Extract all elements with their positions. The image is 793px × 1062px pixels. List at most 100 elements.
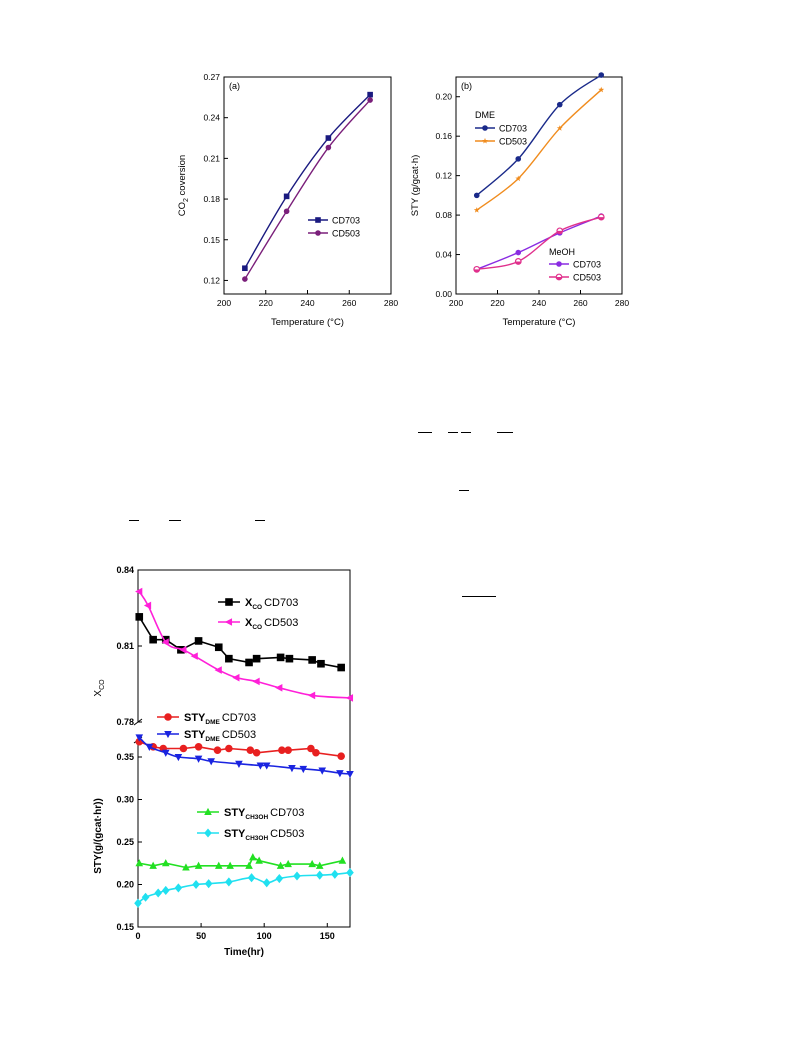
data-point <box>315 861 324 869</box>
data-point <box>235 760 243 768</box>
data-point <box>161 859 170 867</box>
legend-label-sub: DME <box>205 719 220 726</box>
data-point <box>275 684 283 692</box>
x-tick-label: 220 <box>490 298 504 308</box>
x-tick-label: 150 <box>320 931 335 941</box>
panel-label: (a) <box>229 81 240 91</box>
data-point <box>307 691 316 700</box>
data-point <box>299 765 308 774</box>
y-axis-label: CO2 coversion <box>177 155 190 216</box>
y-tick-label: 0.30 <box>116 795 134 805</box>
legend-label-main: STY <box>184 729 206 741</box>
data-point <box>346 770 354 779</box>
data-point-meoh-cd503-fill <box>515 261 522 265</box>
data-point <box>252 677 260 686</box>
data-point <box>207 758 215 766</box>
data-point-cd703 <box>283 193 290 200</box>
data-point <box>255 856 263 864</box>
legend-label-main: STY <box>224 807 246 819</box>
data-point <box>245 861 253 869</box>
legend-marker-fill <box>556 277 562 280</box>
data-point-dme-cd503 <box>598 86 605 93</box>
data-point <box>213 746 222 754</box>
legend-group-label: MeOH <box>549 247 575 257</box>
data-point <box>141 892 150 902</box>
data-point-meoh-cd703 <box>515 249 522 256</box>
plot-frame <box>137 569 351 928</box>
legend-label-name: CD503 <box>270 828 304 840</box>
data-point-cd503 <box>283 208 290 215</box>
data-point-meoh-cd503-fill <box>598 217 605 220</box>
data-point <box>331 869 339 879</box>
y-tick-label: 0.78 <box>116 717 134 727</box>
y-tick-label: 0.25 <box>116 837 134 847</box>
data-point <box>317 659 325 668</box>
data-point-dme-cd503 <box>556 125 563 131</box>
legend-label-name: CD703 <box>270 807 304 819</box>
rule-mark <box>497 432 513 433</box>
x-tick-label: 0 <box>135 931 140 941</box>
data-point <box>249 853 257 861</box>
legend-label: CD703 <box>573 260 601 270</box>
rule-mark <box>462 596 496 597</box>
legend-label: CD503 <box>573 273 601 283</box>
x-tick-label: 50 <box>196 931 206 941</box>
legend-label: STYCH3OH CD703 <box>224 807 304 821</box>
y-axis-label-sub: 2 <box>183 198 190 202</box>
y-axis-label-bottom: STY(g/(gcat·hr)) <box>93 798 104 874</box>
legend-label-main: X <box>245 617 253 629</box>
data-point <box>214 643 223 652</box>
data-point <box>225 877 233 887</box>
y-tick-label: 0.16 <box>435 131 452 141</box>
legend-label-name: CD703 <box>264 597 298 609</box>
x-tick-label: 240 <box>300 298 314 308</box>
x-tick-label: 260 <box>573 298 587 308</box>
x-tick-label: 220 <box>259 298 273 308</box>
y-tick-label: 0.08 <box>435 210 452 220</box>
legend-label-name: CD503 <box>222 729 256 741</box>
legend-marker <box>224 618 233 626</box>
data-point <box>225 744 233 753</box>
y-tick-label: 0.20 <box>116 880 134 890</box>
data-point <box>308 859 316 868</box>
data-point <box>161 749 170 757</box>
data-point <box>194 743 203 751</box>
legend-label-sub: CH3OH <box>245 835 268 842</box>
rule-mark <box>129 520 139 521</box>
data-point <box>346 868 354 878</box>
y-tick-label: 0.84 <box>116 565 134 575</box>
data-point-cd503 <box>242 276 248 282</box>
data-point-dme-cd703 <box>473 192 480 199</box>
y-axis-label-sub: CO <box>99 679 106 690</box>
chart-a: 200 220 240 260 280 0.12 0.15 0.18 0.21 0.24 0.27 (… <box>177 72 398 328</box>
legend-label: CD703 <box>499 124 527 134</box>
data-point <box>345 694 354 702</box>
legend-marker <box>204 807 212 816</box>
data-point-dme-cd703 <box>515 156 522 162</box>
legend-label: XCO CD503 <box>245 617 298 631</box>
data-point <box>318 767 327 775</box>
data-point <box>161 638 169 646</box>
legend-label-sub: CO <box>252 624 262 631</box>
x-tick-label: 280 <box>384 298 398 308</box>
legend-marker <box>204 828 212 838</box>
data-point <box>275 873 284 884</box>
data-point <box>179 744 188 753</box>
series-line-cd703 <box>244 94 371 269</box>
data-point <box>285 654 294 663</box>
x-tick-label: 240 <box>532 298 546 308</box>
y-tick-label: 0.20 <box>435 92 452 102</box>
y-tick-label: 0.12 <box>203 275 220 285</box>
x-axis-label: Temperature (°C) <box>503 317 576 328</box>
data-point <box>252 654 261 663</box>
y-tick-label: 0.00 <box>435 289 452 299</box>
chart-b: 200 220 240 260 280 0.00 0.04 0.08 0.12 0.16 0.20 (… <box>410 72 629 328</box>
rule-mark <box>461 432 471 433</box>
data-point-cd703 <box>325 135 332 141</box>
y-axis-label-main: X <box>93 690 104 697</box>
legend-label-name: CD503 <box>264 617 298 629</box>
x-axis-label: Time(hr) <box>224 947 264 958</box>
y-axis-label-tail: coversion <box>177 155 188 198</box>
data-point <box>232 673 240 682</box>
